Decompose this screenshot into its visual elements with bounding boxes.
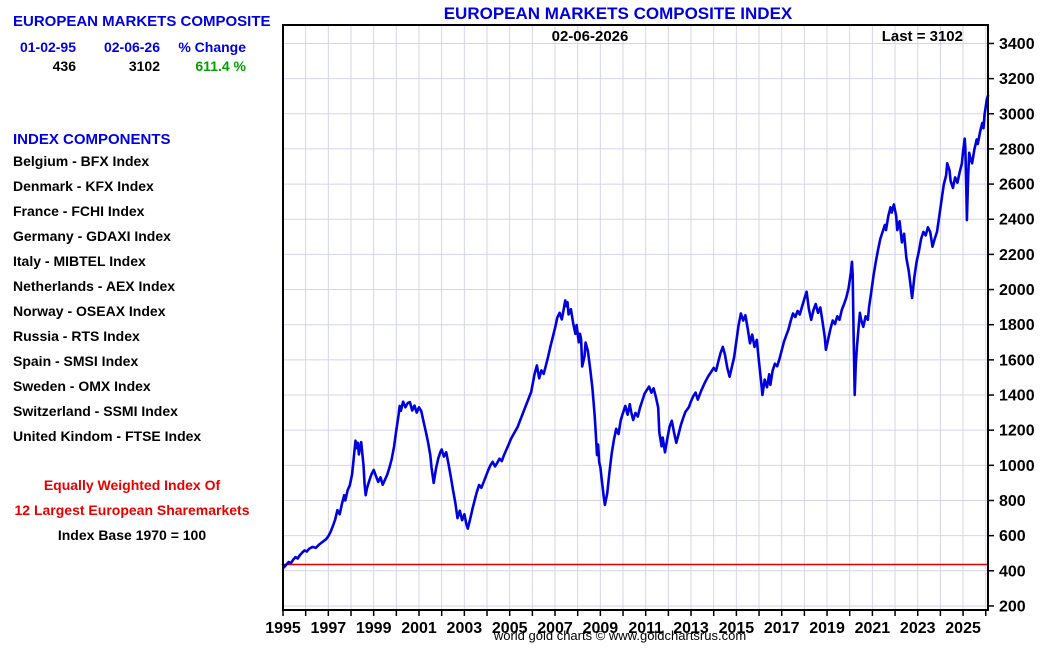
- y-axis-label: 3200: [999, 71, 1035, 88]
- x-axis-label: 2025: [945, 620, 981, 637]
- component-item: Norway - OSEAX Index: [13, 303, 166, 319]
- x-axis-label: 1995: [265, 620, 301, 637]
- last-value-annotation: Last = 3102: [881, 28, 963, 45]
- x-axis-label: 2003: [447, 620, 483, 637]
- start-value: 436: [52, 58, 76, 74]
- component-item: Sweden - OMX Index: [13, 378, 151, 394]
- index-components-list: Belgium - BFX Index Denmark - KFX Index Fr…: [13, 149, 201, 449]
- end-value: 3102: [128, 58, 160, 74]
- x-axis-label: 1999: [356, 620, 392, 637]
- y-axis-label: 1800: [999, 317, 1035, 334]
- end-date-header: 02-06-26: [103, 39, 160, 55]
- component-item: Denmark - KFX Index: [13, 178, 154, 194]
- y-axis-label: 1400: [999, 388, 1035, 405]
- y-axis-label: 2000: [999, 282, 1035, 299]
- index-components-heading: INDEX COMPONENTS: [13, 131, 171, 148]
- x-axis-label: 2019: [809, 620, 845, 637]
- source-credit: world gold charts © www.goldchartsrus.co…: [493, 628, 747, 643]
- note-index-base: Index Base 1970 = 100: [57, 527, 207, 543]
- component-item: Belgium - BFX Index: [13, 153, 150, 169]
- y-axis-label: 200: [999, 598, 1026, 615]
- percent-change-value: 611.4 %: [195, 58, 246, 74]
- x-axis-label: 2023: [900, 620, 936, 637]
- x-axis-label: 2013: [673, 620, 709, 637]
- x-axis-label: 2017: [764, 620, 800, 637]
- y-axis-label: 800: [999, 493, 1026, 510]
- x-axis-label: 2009: [583, 620, 619, 637]
- x-axis-label: 2007: [537, 620, 573, 637]
- component-item: Italy - MIBTEL Index: [13, 253, 146, 269]
- x-axis-label: 2001: [401, 620, 437, 637]
- chart-title: EUROPEAN MARKETS COMPOSITE INDEX: [443, 4, 793, 23]
- component-item: Switzerland - SSMI Index: [13, 403, 178, 419]
- component-item: Netherlands - AEX Index: [13, 278, 176, 294]
- y-axis-label: 600: [999, 528, 1026, 545]
- x-axis-label: 2005: [492, 620, 528, 637]
- plot-frame: [282, 24, 989, 611]
- y-axis-label: 2600: [999, 177, 1035, 194]
- composite-index-label: EUROPEAN MARKETS COMPOSITE: [13, 13, 271, 30]
- price-line: [281, 94, 990, 569]
- y-axis-label: 2400: [999, 212, 1035, 229]
- x-axis-label: 2011: [628, 620, 663, 637]
- index-notes: Equally Weighted Index Of 12 Largest Eur…: [0, 473, 264, 548]
- y-axis-label: 2200: [999, 247, 1035, 264]
- percent-change-header: % Change: [178, 39, 246, 55]
- y-axis-label: 400: [999, 563, 1026, 580]
- component-item: France - FCHI Index: [13, 203, 145, 219]
- component-item: United Kindom - FTSE Index: [13, 428, 202, 444]
- y-axis-label: 2800: [999, 141, 1035, 158]
- y-axis-label: 3400: [999, 36, 1035, 53]
- x-axis-label: 2021: [855, 620, 891, 637]
- last-date-annotation: 02-06-2026: [551, 28, 629, 45]
- y-axis-label: 1200: [999, 423, 1035, 440]
- y-axis-label: 3000: [999, 106, 1035, 123]
- y-axis-label: 1600: [999, 352, 1035, 369]
- y-axis-label: 1000: [999, 458, 1035, 475]
- start-date-header: 01-02-95: [19, 39, 76, 55]
- x-axis-label: 1997: [311, 620, 347, 637]
- component-item: Russia - RTS Index: [13, 328, 140, 344]
- note-equally-weighted: Equally Weighted Index Of: [43, 477, 221, 493]
- x-axis-label: 2015: [719, 620, 755, 637]
- component-item: Germany - GDAXI Index: [13, 228, 171, 244]
- component-item: Spain - SMSI Index: [13, 353, 139, 369]
- note-12-largest: 12 Largest European Sharemarkets: [14, 502, 250, 518]
